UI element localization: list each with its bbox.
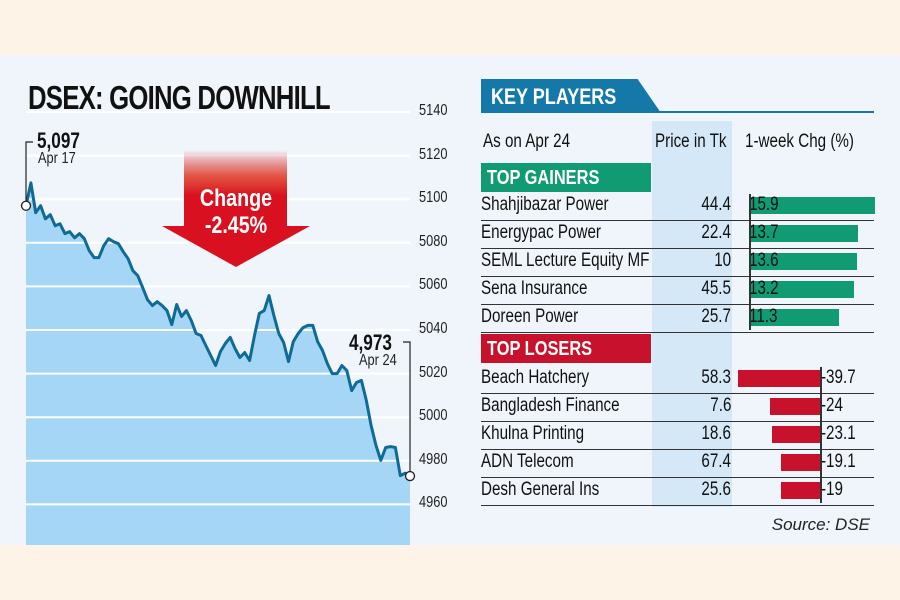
price-value: 10 (714, 250, 731, 271)
change-label: Change (199, 185, 273, 212)
change-value: 11.3 (749, 306, 778, 327)
company-name: Khulna Printing (481, 423, 585, 444)
loser-row: Beach Hatchery 58.3 -39.7 (481, 365, 874, 394)
price-value: 44.4 (701, 194, 731, 215)
y-tick-label: 5000 (419, 407, 448, 425)
price-column-bg (652, 121, 732, 507)
end-point-marker (404, 470, 416, 482)
start-value-label: 5,097 (37, 128, 80, 153)
top-gainers-label: TOP GAINERS (487, 167, 600, 189)
arrow-head (162, 226, 310, 267)
gain-bar (750, 225, 858, 242)
top-losers-header: TOP LOSERS (481, 334, 651, 363)
source-note: Source: DSE (771, 515, 870, 534)
change-value: -2.45% (204, 212, 268, 239)
gridlines-over-area (26, 111, 410, 506)
loss-bar (738, 370, 820, 387)
price-value: 7.6 (709, 395, 731, 416)
price-value: 25.6 (701, 479, 731, 500)
end-callout-line (403, 341, 411, 477)
y-tick-label: 5100 (419, 189, 448, 207)
change-value: 15.9 (749, 194, 779, 215)
gainer-row: Shahjibazar Power 44.4 15.9 (481, 192, 875, 221)
top-losers-label: TOP LOSERS (487, 338, 593, 360)
area-fill (26, 182, 410, 545)
gain-bar (750, 309, 839, 326)
change-column-header: 1-week Chg (%) (745, 131, 854, 152)
y-tick-label: 5040 (419, 320, 448, 337)
change-value: -23.1 (821, 423, 856, 444)
header-rule (481, 111, 874, 113)
change-value: 13.7 (749, 222, 779, 243)
y-tick-label: 4980 (419, 450, 448, 468)
company-name: Beach Hatchery (481, 367, 590, 388)
price-column-header: Price in Tk (655, 131, 727, 152)
gain-axis (749, 194, 751, 330)
loser-row: ADN Telecom 67.4 -19.1 (481, 449, 874, 478)
company-name: Doreen Power (481, 306, 579, 327)
y-tick-label: 4960 (419, 494, 448, 512)
start-callout-line (25, 141, 33, 206)
loser-row: Bangladesh Finance 7.6 -24 (481, 393, 874, 422)
start-point-marker (20, 200, 32, 211)
y-tick-label: 5020 (419, 363, 448, 381)
company-name: Bangladesh Finance (481, 395, 620, 416)
company-name: SEML Lecture Equity MF (481, 250, 650, 271)
as-on-date: As on Apr 24 (483, 131, 571, 152)
top-gainers-header: TOP GAINERS (481, 163, 651, 192)
y-tick-label: 5060 (419, 276, 448, 294)
loss-bar (770, 398, 820, 415)
end-date-label: Apr 24 (359, 352, 397, 369)
loss-axis (820, 367, 822, 503)
gainer-row: Doreen Power 25.7 11.3 (481, 304, 874, 333)
start-date-label: Apr 17 (38, 150, 76, 167)
series-line-dsex (24, 181, 411, 478)
gainer-row: SEML Lecture Equity MF 10 13.6 (481, 248, 874, 277)
company-name: Shahjibazar Power (481, 194, 609, 215)
arrow-shaft (184, 150, 287, 226)
change-value: 13.6 (749, 250, 779, 271)
key-players-title: KEY PLAYERS (491, 84, 617, 109)
change-value: 13.2 (749, 278, 779, 299)
y-tick-label: 5140 (419, 102, 448, 119)
y-tick-label: 5120 (419, 145, 448, 163)
company-name: Desh General Ins (481, 479, 600, 500)
y-tick-label: 5080 (419, 232, 448, 250)
loser-row: Khulna Printing 18.6 -23.1 (481, 421, 874, 450)
price-value: 58.3 (701, 367, 731, 388)
chart-title: DSEX: GOING DOWNHILL (28, 79, 331, 116)
company-name: Energypac Power (481, 222, 601, 243)
loss-bar (780, 454, 820, 471)
loss-bar (772, 426, 820, 443)
price-value: 18.6 (701, 423, 731, 444)
loss-bar (780, 482, 820, 499)
company-name: ADN Telecom (481, 451, 574, 472)
gain-bar (750, 253, 857, 270)
callout-lines (20, 141, 416, 482)
change-value: -39.7 (821, 367, 856, 388)
change-arrow (162, 150, 310, 267)
end-value-label: 4,973 (349, 330, 392, 355)
company-name: Sena Insurance (481, 278, 588, 299)
price-value: 67.4 (701, 451, 731, 472)
change-value: -19.1 (821, 451, 856, 472)
key-players-header: KEY PLAYERS (481, 79, 661, 113)
gainer-row: Energypac Power 22.4 13.7 (481, 220, 874, 249)
loser-row: Desh General Ins 25.6 -19 (481, 477, 874, 506)
gain-bar (750, 197, 875, 214)
price-value: 22.4 (701, 222, 731, 243)
price-value: 45.5 (701, 278, 731, 299)
gainer-row: Sena Insurance 45.5 13.2 (481, 276, 874, 305)
price-value: 25.7 (701, 306, 731, 327)
gain-bar (750, 281, 854, 298)
change-value: -24 (821, 395, 843, 416)
change-value: -19 (821, 479, 843, 500)
